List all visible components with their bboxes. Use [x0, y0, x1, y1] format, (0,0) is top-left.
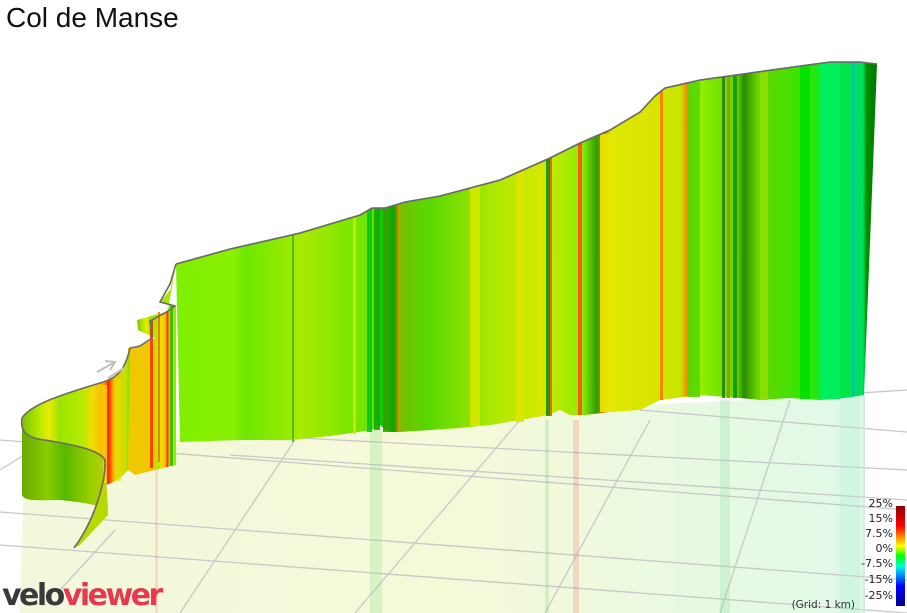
veloviewer-logo[interactable]: veloviewer — [2, 578, 164, 613]
legend-tick-0: 0% — [875, 542, 893, 555]
profile-wall-main — [175, 61, 878, 442]
legend-tick-25: 25% — [868, 497, 893, 510]
gradient-legend: 25% 15% 7.5% 0% -7.5% -15% -25% — [847, 497, 907, 613]
profile-outline — [175, 61, 878, 265]
profile-wall-switchbacks — [20, 263, 177, 549]
logo-velo: velo — [2, 578, 65, 613]
ground-plane — [20, 395, 865, 613]
legend-tick-neg-25: -25% — [864, 589, 893, 602]
grid-scale-note: (Grid: 1 km) — [791, 599, 855, 611]
sky-mask — [176, 40, 907, 264]
ground-reflection — [155, 395, 860, 613]
logo-viewer: viewer — [62, 578, 164, 613]
gradient-color-bar — [896, 506, 905, 606]
page-title: Col de Manse — [6, 2, 179, 33]
legend-tick-7-5: 7.5% — [865, 527, 893, 540]
legend-tick-neg-7-5: -7.5% — [861, 557, 893, 570]
grid-lines — [0, 389, 907, 613]
legend-tick-neg-15: -15% — [864, 573, 893, 586]
legend-tick-15: 15% — [868, 512, 893, 525]
direction-arrow-icon — [96, 360, 125, 379]
